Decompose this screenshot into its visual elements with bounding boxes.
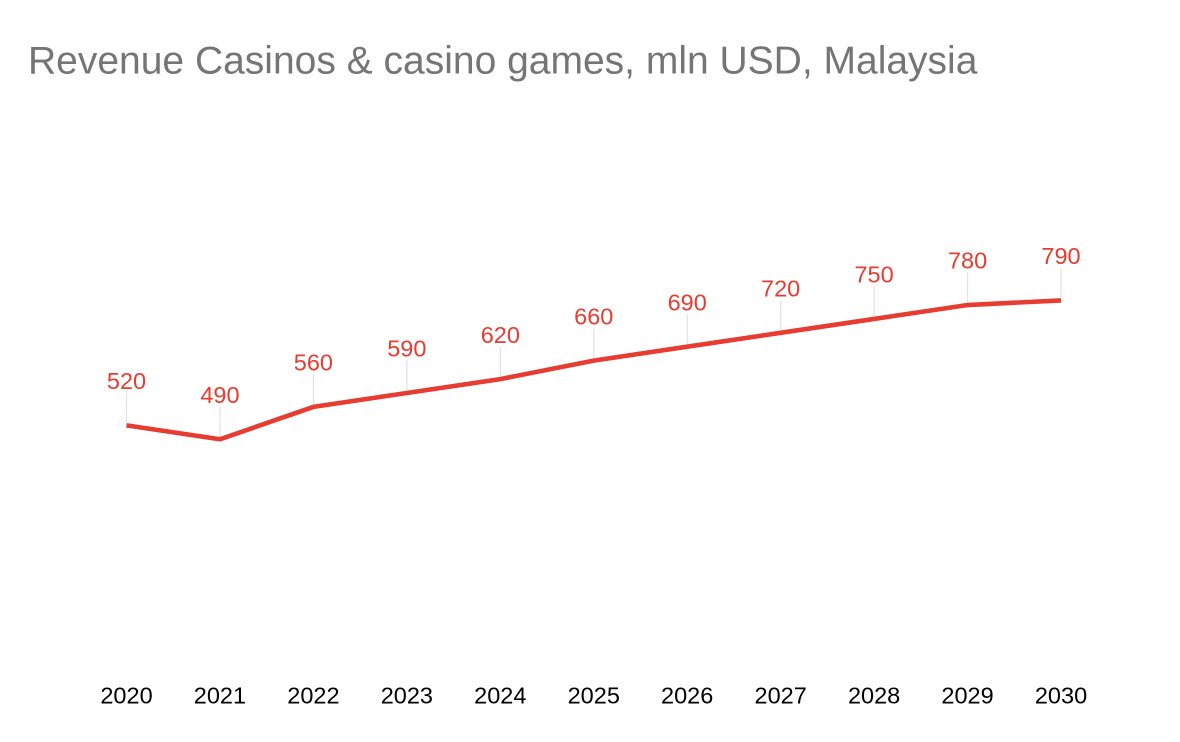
- svg-text:620: 620: [481, 322, 520, 348]
- svg-text:2022: 2022: [287, 683, 339, 709]
- svg-text:560: 560: [294, 350, 333, 376]
- svg-text:690: 690: [668, 289, 707, 315]
- svg-text:Revenue Casinos & casino games: Revenue Casinos & casino games, mln USD,…: [28, 40, 978, 83]
- svg-text:2024: 2024: [474, 683, 526, 709]
- svg-text:2026: 2026: [661, 683, 713, 709]
- svg-text:2023: 2023: [381, 683, 433, 709]
- svg-text:780: 780: [948, 248, 987, 274]
- svg-text:790: 790: [1041, 243, 1080, 269]
- svg-text:2030: 2030: [1035, 683, 1087, 709]
- svg-text:2020: 2020: [100, 683, 152, 709]
- svg-text:590: 590: [387, 336, 426, 362]
- svg-text:490: 490: [200, 382, 239, 408]
- svg-text:2021: 2021: [194, 683, 246, 709]
- svg-text:2029: 2029: [941, 683, 993, 709]
- svg-text:750: 750: [854, 262, 893, 288]
- svg-text:520: 520: [107, 368, 146, 394]
- svg-text:2028: 2028: [848, 683, 900, 709]
- svg-text:660: 660: [574, 303, 613, 329]
- svg-text:2027: 2027: [755, 683, 807, 709]
- svg-text:2025: 2025: [568, 683, 620, 709]
- svg-text:720: 720: [761, 276, 800, 302]
